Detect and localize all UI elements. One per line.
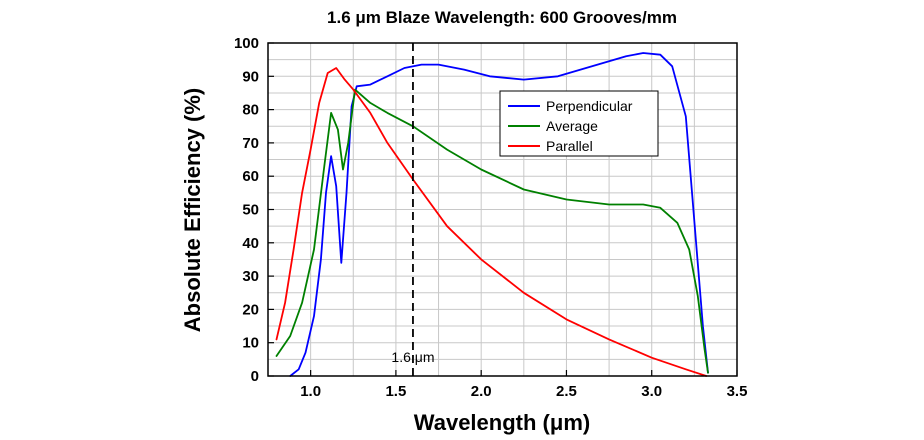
x-tick-label: 2.5 [556,383,577,400]
x-tick-label: 1.5 [385,383,406,400]
y-tick-label: 90 [242,68,259,85]
series-line-perpendicular [289,52,709,377]
x-tick-label: 2.0 [471,383,492,400]
axis-ticks: 1.0 1.5 2.0 2.5 3.0 3.5 0 10 20 30 40 50 60 70 80 90 100 [234,35,747,400]
y-tick-label: 80 [242,102,259,119]
x-tick-label: 3.5 [727,383,748,400]
y-tick-label: 70 [242,135,259,152]
y-tick-label: 20 [242,301,259,318]
y-tick-label: 0 [251,368,259,385]
series-line-parallel [275,67,708,377]
blaze-marker-label: 1.6 μm [391,349,434,365]
x-axis-title: Wavelength (μm) [414,410,590,435]
y-tick-label: 40 [242,235,259,252]
x-tick-label: 1.0 [300,383,321,400]
y-tick-label: 30 [242,268,259,285]
legend-label-parallel: Parallel [546,138,593,154]
x-tick-label: 3.0 [641,383,662,400]
annotation-layer: 1.6 μm [391,43,435,376]
y-tick-label: 50 [242,202,259,219]
y-axis-title: Absolute Efficiency (%) [180,88,205,332]
legend-label-average: Average [546,118,598,134]
legend-label-perpendicular: Perpendicular [546,98,633,114]
y-tick-label: 60 [242,168,259,185]
chart-title: 1.6 μm Blaze Wavelength: 600 Grooves/mm [327,8,677,27]
y-tick-label: 10 [242,335,259,352]
legend: Perpendicular Average Parallel [499,90,659,157]
y-tick-label: 100 [234,35,259,52]
